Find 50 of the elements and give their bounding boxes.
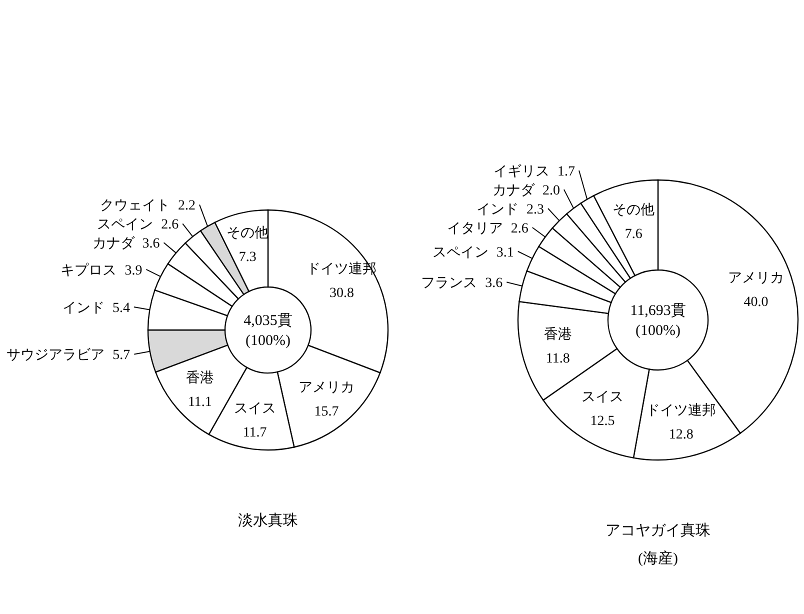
data-label: 2.2 xyxy=(178,198,196,214)
data-label: 30.8 xyxy=(329,286,354,302)
slice-label: イギリス xyxy=(494,164,550,180)
slice-label: スイス xyxy=(582,390,624,405)
data-label: 5.7 xyxy=(112,348,130,364)
slice-label: アメリカ xyxy=(728,271,784,286)
slice-label: スペイン xyxy=(432,245,488,260)
slice-label: その他 xyxy=(226,224,269,241)
data-label: 3.1 xyxy=(496,245,514,260)
data-label: 2.6 xyxy=(510,222,528,237)
slice-label: 香港 xyxy=(544,326,572,342)
data-label: 7.3 xyxy=(238,250,256,265)
data-label: 11.7 xyxy=(242,426,267,441)
data-label: 3.6 xyxy=(485,276,503,292)
slice-label: アメリカ xyxy=(298,380,355,396)
text: (海産) xyxy=(638,550,678,567)
data-label: 40.0 xyxy=(744,295,768,310)
slice-label: スペイン xyxy=(97,218,154,233)
slice-label: スイス xyxy=(234,402,276,417)
data-label: 15.7 xyxy=(314,404,339,420)
text: 4,035貫 xyxy=(244,313,292,329)
data-label: 2.0 xyxy=(542,184,560,199)
text: アコヤガイ真珠 xyxy=(606,522,710,539)
text: 淡水真珠 xyxy=(238,512,298,529)
data-label: 2.6 xyxy=(161,218,179,233)
slice-label: インド xyxy=(62,301,104,316)
data-label: 12.5 xyxy=(590,414,615,429)
slice-label: その他 xyxy=(612,202,655,218)
data-label: 7.6 xyxy=(624,226,642,242)
data-label: 3.6 xyxy=(142,236,160,252)
slice-label: キプロス xyxy=(60,262,117,278)
text: (100%) xyxy=(246,333,290,349)
slice-label: インド xyxy=(476,202,519,218)
data-label: 1.7 xyxy=(558,164,576,180)
data-label: 12.8 xyxy=(668,427,694,442)
data-label: 5.4 xyxy=(112,301,130,316)
slice-label: フランス xyxy=(421,276,478,292)
data-label: 11.1 xyxy=(188,395,212,410)
data-label: 2.3 xyxy=(526,202,544,218)
slice-label: ドイツ連邦 xyxy=(646,402,716,418)
data-label: 11.8 xyxy=(546,351,570,366)
slice-label: 香港 xyxy=(186,370,214,386)
data-label: 3.9 xyxy=(124,263,142,278)
slice-label: クウェイト xyxy=(100,198,170,214)
text: (100%) xyxy=(636,323,680,339)
slice-label: サウジアラビア xyxy=(6,347,105,364)
text: 11,693貫 xyxy=(630,303,686,319)
slice-label: イタリア xyxy=(446,222,503,237)
slice-label: カナダ xyxy=(492,182,536,199)
slice-label: カナダ xyxy=(92,236,136,252)
